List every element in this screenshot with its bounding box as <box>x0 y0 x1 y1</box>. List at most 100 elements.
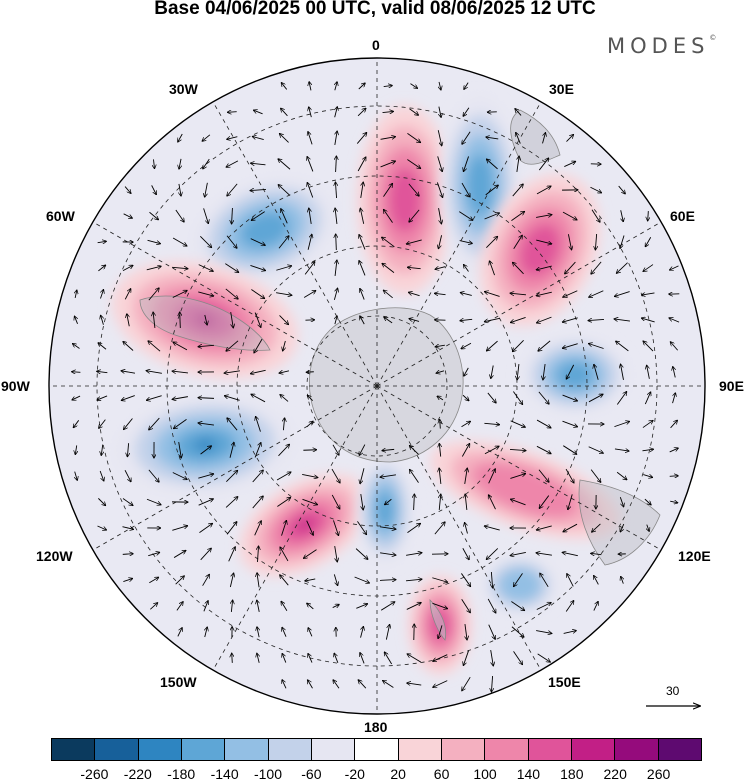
wind-vector <box>405 579 422 581</box>
wind-vector <box>616 341 629 352</box>
wind-vector <box>250 189 267 190</box>
wind-vector <box>335 260 337 276</box>
wind-vector <box>122 265 133 272</box>
wind-vector <box>304 262 315 275</box>
wind-vector <box>463 265 469 272</box>
positive-anomaly <box>357 105 453 295</box>
wind-vector <box>335 82 337 91</box>
wind-vector <box>588 446 604 454</box>
wind-vector <box>435 345 445 347</box>
wind-vector <box>149 417 160 430</box>
wind-vector <box>510 317 526 322</box>
wind-vector <box>172 290 187 298</box>
wind-vector <box>198 474 213 479</box>
wind-vector <box>440 419 441 429</box>
wind-vector <box>232 653 233 663</box>
wind-vector <box>202 574 210 586</box>
wind-vector <box>643 474 652 478</box>
wind-vector <box>124 289 131 300</box>
wind-vector <box>460 319 473 320</box>
wind-vector <box>614 291 630 297</box>
wind-vector <box>383 183 392 197</box>
wind-vector <box>335 208 337 224</box>
wind-vector <box>643 341 654 352</box>
lon-label-60e: 60E <box>670 208 695 224</box>
wind-vector <box>281 520 287 536</box>
wind-vector <box>225 263 238 273</box>
wind-vector <box>406 239 422 244</box>
wind-vector <box>383 290 393 299</box>
wind-vector <box>360 288 365 300</box>
wind-vector <box>354 576 370 583</box>
wind-vector <box>407 159 420 169</box>
wind-vector <box>256 416 261 432</box>
wind-vector <box>230 312 234 328</box>
wind-vector <box>200 236 211 247</box>
wind-vector <box>486 137 499 139</box>
wind-vector <box>154 159 155 168</box>
wind-vector <box>360 494 363 510</box>
wind-vector <box>614 319 630 321</box>
wind-vector <box>146 395 162 401</box>
wind-vector <box>563 631 577 634</box>
wind-vector <box>172 396 188 400</box>
wind-vector <box>643 264 654 272</box>
wind-vector <box>279 371 290 373</box>
wind-vector <box>227 418 238 431</box>
wind-vector <box>283 340 286 351</box>
colorbar-tick-label: -20 <box>344 766 365 782</box>
wind-vector <box>200 446 212 455</box>
wind-vector <box>591 261 602 274</box>
wind-vector <box>277 498 290 507</box>
wind-vector <box>227 112 237 113</box>
wind-vector <box>224 371 240 373</box>
wind-vector <box>462 548 469 560</box>
wind-vector <box>439 106 441 118</box>
wind-vector <box>487 598 496 613</box>
wind-vector <box>409 108 418 115</box>
wind-vector <box>356 604 367 609</box>
wind-vector <box>537 316 552 323</box>
wind-vector <box>280 575 289 586</box>
colorbar-segment <box>355 739 399 760</box>
wind-vector <box>335 107 338 118</box>
wind-vector <box>462 131 471 145</box>
wind-vector <box>408 292 420 297</box>
wind-vector <box>594 576 599 585</box>
wind-vector <box>614 449 629 451</box>
colorbar-tick-label: 60 <box>433 766 450 782</box>
wind-vector <box>101 315 104 325</box>
wind-vector <box>407 267 421 268</box>
wind-vector <box>621 210 624 221</box>
wind-vector <box>485 185 499 196</box>
wind-vector <box>513 651 523 664</box>
wind-vector <box>435 267 446 270</box>
wind-vector <box>200 548 212 561</box>
positive-anomaly <box>479 173 601 327</box>
wind-vector <box>538 469 549 482</box>
wind-vector <box>461 342 472 348</box>
wind-vector <box>434 522 445 535</box>
wind-vector <box>172 371 188 373</box>
negative-anomaly <box>482 555 558 615</box>
colorbar-segment <box>138 739 182 760</box>
wind-vector <box>257 600 259 612</box>
wind-vector <box>153 312 155 328</box>
wind-vector <box>437 156 443 171</box>
lon-label-60w: 60W <box>46 208 75 224</box>
wind-vector <box>97 395 108 400</box>
lon-label-120w: 120W <box>36 548 73 564</box>
negative-anomaly <box>520 335 630 415</box>
wind-vector <box>409 319 420 322</box>
wind-vector <box>510 474 525 479</box>
wind-vector <box>100 289 103 299</box>
wind-vector <box>307 603 314 610</box>
wind-vector <box>670 420 678 429</box>
wind-vector <box>335 316 337 325</box>
wind-vector <box>645 237 652 247</box>
wind-vector <box>257 546 258 563</box>
wind-vector <box>487 392 496 403</box>
wind-vector <box>72 372 81 373</box>
wind-vector <box>407 654 422 663</box>
